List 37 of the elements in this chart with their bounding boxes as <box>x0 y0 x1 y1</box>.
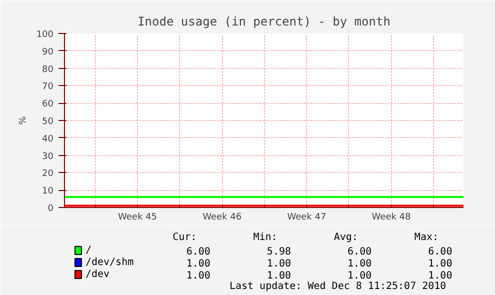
y-tick-label: 70 <box>42 82 54 92</box>
text: Last update: Wed Dec 8 11:25:07 2010 <box>229 281 446 292</box>
y-tick-label: 10 <box>42 186 54 197</box>
x-tick-label: Week 48 <box>372 212 412 222</box>
y-axis-title: % <box>18 116 28 125</box>
y-tick-label: 30 <box>42 152 54 162</box>
text: Avg: <box>334 232 358 243</box>
text: 5.98 <box>266 246 292 258</box>
text: 1.00 <box>186 270 210 282</box>
text: 6.00 <box>428 246 452 258</box>
text: 6.00 <box>186 246 210 258</box>
text: 1.00 <box>348 258 372 270</box>
legend-label: /dev/shm <box>85 257 134 268</box>
y-tick-label: 0 <box>48 204 54 214</box>
x-tick-label: Week 46 <box>202 212 242 222</box>
text: Min: <box>253 232 278 243</box>
y-tick-label: 90 <box>42 47 54 58</box>
text: Max: <box>414 232 439 243</box>
text: 1.00 <box>266 258 292 270</box>
y-tick-label: 80 <box>42 64 54 75</box>
chart-title: Inode usage (in percent) - by month <box>138 14 390 28</box>
text: Cur: <box>172 232 197 243</box>
text: 1.00 <box>348 270 372 282</box>
x-tick-label: Week 45 <box>118 212 158 222</box>
y-tick-label: 60 <box>42 100 54 110</box>
y-tick-label: 40 <box>42 134 54 144</box>
legend-label: /dev <box>85 269 110 280</box>
y-tick-label: 20 <box>42 169 54 180</box>
text: 1.00 <box>186 258 210 270</box>
text: 6.00 <box>348 246 372 258</box>
text: 1.00 <box>428 258 452 270</box>
y-tick-label: 100 <box>36 30 54 40</box>
text: 1.00 <box>266 270 292 282</box>
y-tick-label: 50 <box>42 117 54 127</box>
text: 1.00 <box>428 270 452 282</box>
x-tick-label: Week 47 <box>287 212 326 222</box>
legend-label: / <box>85 245 92 256</box>
